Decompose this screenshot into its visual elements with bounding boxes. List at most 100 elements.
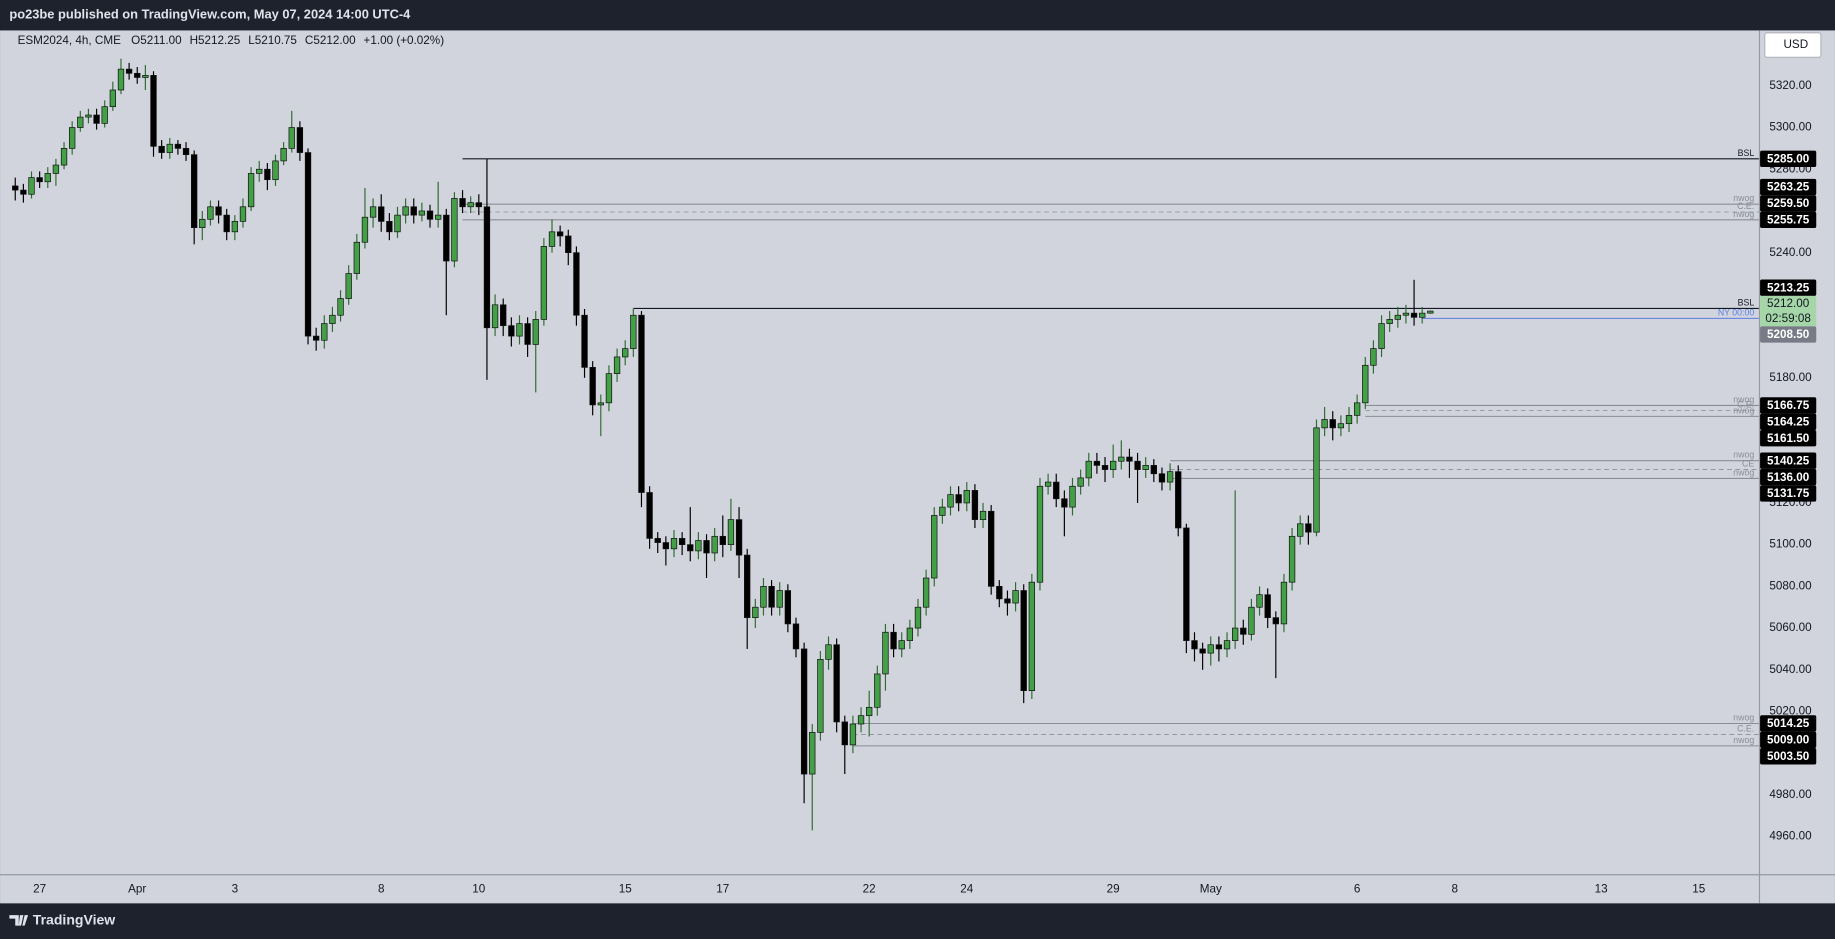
- symbol: ESM2024, 4h, CME: [18, 34, 121, 47]
- price-box: [1760, 178, 1817, 196]
- price-box-label: 5285.00: [1767, 152, 1810, 165]
- candle-body: [142, 75, 149, 78]
- candle-body: [77, 116, 84, 128]
- candle-body: [1337, 423, 1345, 429]
- price-box: [1760, 397, 1817, 414]
- x-tick-label: 24: [960, 882, 974, 895]
- candle-body: [711, 535, 718, 554]
- candle-body: [727, 519, 735, 545]
- candle-body: [394, 214, 401, 233]
- candle-body: [1207, 644, 1214, 654]
- level-name: nwog: [1733, 450, 1754, 460]
- candle-body: [817, 659, 824, 733]
- candle-body: [410, 206, 417, 216]
- candle-body: [125, 68, 133, 74]
- candle-body: [434, 214, 442, 220]
- candle-body: [1142, 465, 1149, 470]
- candle-body: [264, 168, 271, 181]
- plot-area: [12, 58, 1759, 831]
- candle-body: [500, 304, 507, 327]
- candle-body: [1004, 598, 1011, 604]
- level-name: nwog: [1733, 394, 1754, 404]
- candle-body: [849, 723, 857, 746]
- candle-body: [345, 273, 352, 299]
- price-box-label: 5136.00: [1767, 471, 1810, 484]
- candle-body: [841, 721, 848, 746]
- candle-body: [483, 206, 491, 329]
- x-tick-label: 17: [716, 882, 729, 895]
- y-tick-label: 5180.00: [1769, 371, 1812, 384]
- candle-body: [1215, 644, 1223, 650]
- price-box: [1760, 468, 1817, 486]
- candle-body: [1248, 606, 1255, 635]
- candle-body: [304, 152, 312, 337]
- candle-body: [223, 214, 230, 233]
- candle-body: [630, 314, 637, 349]
- candle-body: [475, 202, 482, 208]
- price-box-label: 5213.25: [1767, 281, 1810, 294]
- candle-body: [418, 210, 426, 216]
- candle-body: [174, 143, 182, 149]
- candle-body: [85, 114, 92, 118]
- y-tick-label: 5060.00: [1769, 621, 1812, 634]
- candle-body: [20, 189, 27, 195]
- candle-body: [1183, 527, 1190, 641]
- x-tick-label: 10: [472, 882, 486, 895]
- price-box-label: 5164.25: [1767, 415, 1810, 428]
- bottom-bar: [0, 903, 1835, 939]
- candle-body: [662, 542, 670, 550]
- candle-body: [321, 323, 328, 341]
- candle-body: [1101, 465, 1109, 470]
- candle-body: [735, 519, 743, 556]
- candle-body: [581, 314, 588, 368]
- top-bar: [0, 0, 1835, 31]
- candle-body: [963, 490, 970, 504]
- ohlc-change: +1.00 (+0.02%): [364, 34, 445, 47]
- candle-body: [199, 218, 206, 228]
- candle-body: [508, 325, 515, 337]
- currency-button[interactable]: [1764, 32, 1822, 58]
- candle-body: [1240, 627, 1247, 635]
- x-tick-label: 15: [1692, 882, 1706, 895]
- candle-body: [109, 89, 117, 108]
- price-box: [1760, 731, 1817, 749]
- price-box: [1760, 715, 1817, 732]
- candle-body: [239, 206, 247, 222]
- candle-body: [280, 148, 287, 162]
- candle-body: [768, 586, 775, 608]
- candle-body: [1362, 364, 1369, 404]
- ohlc-low: L5210.75: [248, 34, 297, 47]
- candle-body: [922, 577, 930, 608]
- candle-body: [1077, 477, 1084, 487]
- candle-body: [93, 114, 100, 124]
- price-box-label: 5003.50: [1767, 750, 1810, 763]
- candle-body: [1394, 314, 1401, 320]
- candle-body: [1264, 594, 1271, 618]
- current-price-box: [1760, 295, 1817, 327]
- candle-body: [1166, 471, 1174, 483]
- candle-body: [556, 231, 564, 237]
- candle-body: [1419, 312, 1426, 318]
- candle-body: [857, 715, 865, 725]
- x-tick-label: 6: [1354, 882, 1361, 895]
- level-name: nwog: [1733, 193, 1754, 203]
- level-name: BSL: [1738, 298, 1755, 308]
- y-tick-label: 4960.00: [1769, 830, 1812, 843]
- candle-body: [1402, 312, 1410, 316]
- candle-body: [44, 173, 51, 183]
- bar-countdown: 02:59:08: [1765, 312, 1811, 325]
- candle-body: [207, 206, 214, 220]
- currency-label[interactable]: USD: [1783, 38, 1808, 51]
- x-tick-label: 8: [378, 882, 385, 895]
- candle-body: [1353, 402, 1361, 416]
- price-box: [1760, 413, 1817, 431]
- price-box: [1760, 748, 1817, 765]
- candle-body: [158, 145, 165, 153]
- x-tick-label: 13: [1595, 882, 1608, 895]
- candle-body: [613, 356, 621, 374]
- candle-body: [971, 490, 979, 520]
- price-box: [1760, 279, 1817, 296]
- price-box: [1760, 452, 1817, 469]
- candle-body: [1313, 427, 1320, 533]
- candle-body: [898, 640, 905, 650]
